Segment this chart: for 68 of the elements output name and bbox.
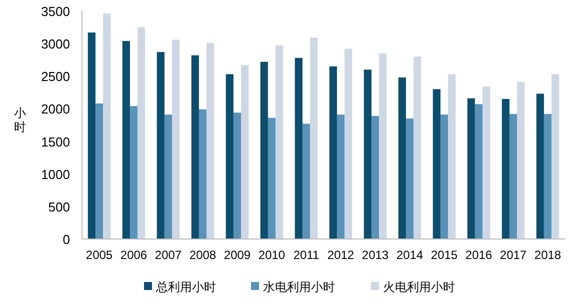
x-tick-label: 2018 bbox=[534, 248, 562, 262]
y-tick-label: 3000 bbox=[41, 36, 70, 52]
bar bbox=[406, 118, 414, 239]
bar bbox=[95, 104, 104, 239]
bar bbox=[103, 14, 111, 239]
bar bbox=[552, 74, 560, 239]
x-tick-label: 2015 bbox=[430, 248, 458, 262]
bar bbox=[544, 114, 552, 239]
x-tick-label: 2009 bbox=[224, 248, 251, 262]
legend-label: 总利用小时 bbox=[155, 280, 216, 294]
x-tick-label: 2016 bbox=[465, 248, 492, 262]
x-tick-label: 2013 bbox=[362, 248, 389, 262]
x-tick-label: 2017 bbox=[500, 248, 527, 262]
bar bbox=[276, 46, 284, 239]
bar bbox=[226, 74, 234, 239]
bar bbox=[260, 62, 268, 239]
y-tick-label: 1500 bbox=[41, 134, 70, 150]
bar bbox=[172, 40, 180, 239]
x-tick-label: 2005 bbox=[86, 248, 113, 262]
bar bbox=[122, 40, 130, 239]
bar bbox=[88, 32, 96, 239]
bar bbox=[164, 114, 172, 239]
bar bbox=[233, 112, 242, 239]
legend-label: 火电利用小时 bbox=[383, 280, 455, 294]
bar bbox=[206, 42, 214, 239]
bar bbox=[467, 98, 475, 239]
x-tick-label: 2012 bbox=[327, 248, 354, 262]
y-tick-label: 500 bbox=[48, 199, 70, 214]
y-tick-label: 1000 bbox=[41, 166, 70, 182]
bar bbox=[310, 38, 318, 239]
bar bbox=[138, 27, 146, 239]
bar bbox=[302, 124, 310, 239]
y-tick-label: 2500 bbox=[41, 69, 70, 84]
bar bbox=[517, 82, 525, 239]
bar bbox=[344, 48, 352, 239]
x-tick-label: 2014 bbox=[396, 248, 424, 262]
bar bbox=[482, 86, 490, 239]
bar bbox=[448, 74, 456, 239]
bar bbox=[536, 94, 544, 239]
y-tick-label: 2000 bbox=[41, 102, 70, 117]
x-tick-label: 2006 bbox=[120, 248, 148, 262]
bar bbox=[398, 77, 406, 239]
bar bbox=[336, 114, 345, 239]
bar bbox=[440, 114, 448, 239]
bar bbox=[509, 114, 518, 239]
bar bbox=[268, 118, 276, 239]
bar bbox=[329, 66, 337, 239]
y-tick-label: 3500 bbox=[41, 4, 70, 19]
x-tick-label: 2007 bbox=[154, 248, 182, 262]
bar bbox=[156, 52, 164, 239]
y-tick-label: 0 bbox=[62, 232, 70, 247]
bar bbox=[379, 53, 387, 239]
bar bbox=[474, 104, 483, 239]
x-tick-label: 2010 bbox=[258, 248, 286, 262]
bar bbox=[502, 98, 510, 239]
ylabel: 小时 bbox=[14, 106, 26, 134]
bar bbox=[198, 109, 207, 239]
bar bbox=[371, 116, 380, 239]
legend-label: 水电利用小时 bbox=[263, 280, 335, 294]
bar bbox=[294, 58, 302, 239]
x-tick-label: 2008 bbox=[189, 248, 216, 262]
bar bbox=[414, 56, 422, 239]
bar bbox=[191, 55, 199, 239]
bar bbox=[432, 89, 440, 239]
x-tick-label: 2011 bbox=[293, 248, 320, 262]
bar bbox=[364, 70, 372, 239]
bar bbox=[130, 106, 138, 239]
bar bbox=[241, 65, 249, 239]
